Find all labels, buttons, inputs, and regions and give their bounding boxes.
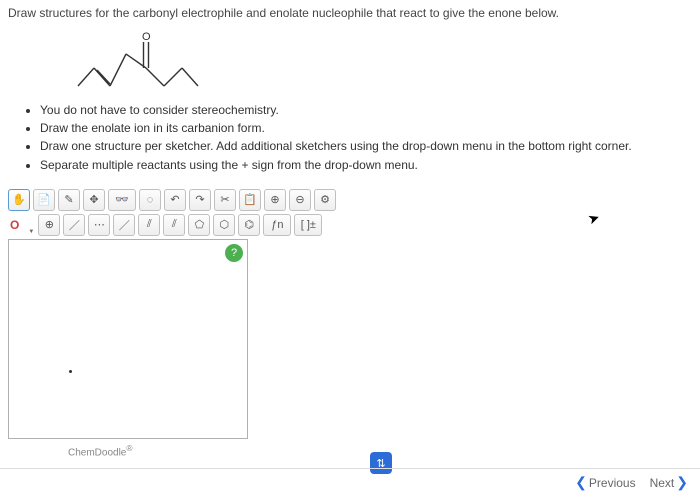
enone-structure-diagram: O [70, 28, 700, 90]
move-button[interactable]: ✥ [83, 189, 105, 211]
ring6-button[interactable]: ⬡ [213, 214, 235, 236]
chevron-left-icon: ❮ [573, 474, 589, 491]
single-bond-button[interactable]: ／ [63, 214, 85, 236]
bond-tool-3-button[interactable]: ⫽ [138, 214, 160, 236]
oxygen-label: O [142, 31, 151, 43]
previous-button[interactable]: ❮ Previous [569, 472, 639, 493]
cut-button[interactable]: ✂ [214, 189, 236, 211]
previous-label: Previous [589, 476, 636, 490]
redo-button[interactable]: ↷ [189, 189, 211, 211]
ring5-button[interactable]: ⬠ [188, 214, 210, 236]
help-icon[interactable]: ? [225, 244, 243, 262]
edit-button[interactable]: ✎ [58, 189, 80, 211]
instruction-item: Draw the enolate ion in its carbanion fo… [40, 120, 690, 136]
next-button[interactable]: Next ❯ [646, 472, 694, 493]
instruction-item: Draw one structure per sketcher. Add add… [40, 138, 690, 154]
zoom-in-button[interactable]: ⊕ [264, 189, 286, 211]
formula-button[interactable]: ƒn [263, 214, 291, 236]
hand-tool-button[interactable]: ✋ [8, 189, 30, 211]
sketcher-canvas[interactable]: ? [8, 239, 248, 439]
question-prompt: Draw structures for the carbonyl electro… [0, 0, 700, 24]
paste-button[interactable]: 📋 [239, 189, 261, 211]
zoom-out-button[interactable]: ⊖ [289, 189, 311, 211]
atom-element-label: O [8, 218, 21, 232]
instruction-item: Separate multiple reactants using the + … [40, 157, 690, 173]
bond-tool-2-button[interactable]: ／ [113, 214, 135, 236]
toolbar-row-2: O ▼ ⊕ ／ ⋯ ／ ⫽ ⫽ ⬠ ⬡ ⌬ ƒn [ ]± [8, 214, 458, 236]
chain-bond-button[interactable]: ⋯ [88, 214, 110, 236]
settings-button[interactable]: ⚙ [314, 189, 336, 211]
instruction-item: You do not have to consider stereochemis… [40, 102, 690, 118]
atom-dropdown[interactable]: ▼ [23, 214, 35, 236]
next-label: Next [650, 476, 675, 490]
undo-button[interactable]: ↶ [164, 189, 186, 211]
bond-tool-4-button[interactable]: ⫽ [163, 214, 185, 236]
benzene-button[interactable]: ⌬ [238, 214, 260, 236]
toolbar-row-1: ✋ 📄 ✎ ✥ 👓 ◌ ↶ ↷ ✂ 📋 ⊕ ⊖ ⚙ [8, 189, 458, 211]
sketcher-editor: ✋ 📄 ✎ ✥ 👓 ◌ ↶ ↷ ✂ 📋 ⊕ ⊖ ⚙ O ▼ ⊕ ／ ⋯ ／ ⫽ … [8, 189, 458, 458]
charge-plus-button[interactable]: ⊕ [38, 214, 60, 236]
canvas-seed-dot [69, 370, 72, 373]
lasso-button[interactable]: ◌ [139, 189, 161, 211]
instruction-list: You do not have to consider stereochemis… [0, 98, 700, 183]
bracket-charge-button[interactable]: [ ]± [294, 214, 322, 236]
view-glasses-button[interactable]: 👓 [108, 189, 136, 211]
new-button[interactable]: 📄 [33, 189, 55, 211]
chevron-right-icon: ❯ [674, 474, 690, 491]
cursor-icon: ➤ [585, 209, 602, 229]
footer-nav: ❮ Previous Next ❯ [0, 468, 700, 496]
